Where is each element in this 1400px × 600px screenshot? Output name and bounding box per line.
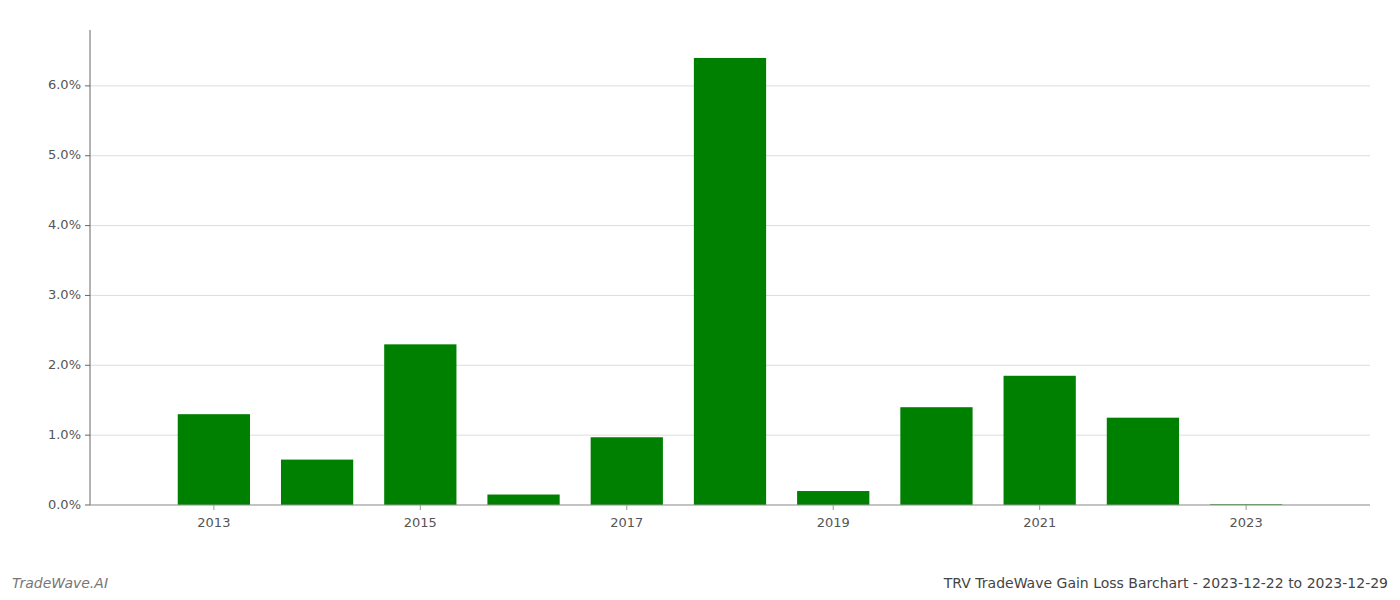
x-tick-label: 2019 (817, 515, 850, 530)
y-tick (85, 155, 90, 156)
x-tick (1039, 505, 1040, 510)
y-tick (85, 435, 90, 436)
y-tick (85, 85, 90, 86)
x-tick (1246, 505, 1247, 510)
y-tick (85, 505, 90, 506)
y-tick-label: 4.0% (48, 217, 81, 232)
chart: 0.0% 1.0% 2.0% 3.0% 4.0% 5.0% 6.0% 2013 2015 2017… (0, 0, 1400, 600)
x-tick (833, 505, 834, 510)
bar (797, 491, 869, 505)
grid-line (90, 505, 1370, 506)
x-tick-label: 2015 (404, 515, 437, 530)
bar (178, 414, 250, 505)
x-tick-label: 2021 (1023, 515, 1056, 530)
bar (487, 495, 559, 505)
bar (1004, 376, 1076, 505)
y-tick-label: 0.0% (48, 497, 81, 512)
y-tick-label: 5.0% (48, 147, 81, 162)
bar (281, 460, 353, 505)
bar (1107, 418, 1179, 505)
y-tick (85, 225, 90, 226)
y-tick-label: 2.0% (48, 357, 81, 372)
x-tick-label: 2013 (197, 515, 230, 530)
x-axis: 2013 2015 2017 2019 2021 2023 (197, 505, 1262, 530)
bar (694, 58, 766, 505)
bar (384, 344, 456, 505)
bars (178, 58, 1283, 505)
x-tick (420, 505, 421, 510)
y-tick-label: 3.0% (48, 287, 81, 302)
x-tick-label: 2017 (610, 515, 643, 530)
watermark: TradeWave.AI (12, 575, 108, 591)
y-axis-line (90, 30, 91, 505)
bar (591, 437, 663, 505)
x-tick (213, 505, 214, 510)
bar (900, 407, 972, 505)
y-tick-label: 6.0% (48, 77, 81, 92)
x-tick (626, 505, 627, 510)
y-tick (85, 295, 90, 296)
y-tick (85, 365, 90, 366)
y-axis: 0.0% 1.0% 2.0% 3.0% 4.0% 5.0% 6.0% (48, 77, 90, 511)
x-axis-line (90, 505, 1370, 506)
y-tick-label: 1.0% (48, 427, 81, 442)
title: TRV TradeWave Gain Loss Barchart - 2023-… (943, 575, 1388, 591)
x-tick-label: 2023 (1230, 515, 1263, 530)
